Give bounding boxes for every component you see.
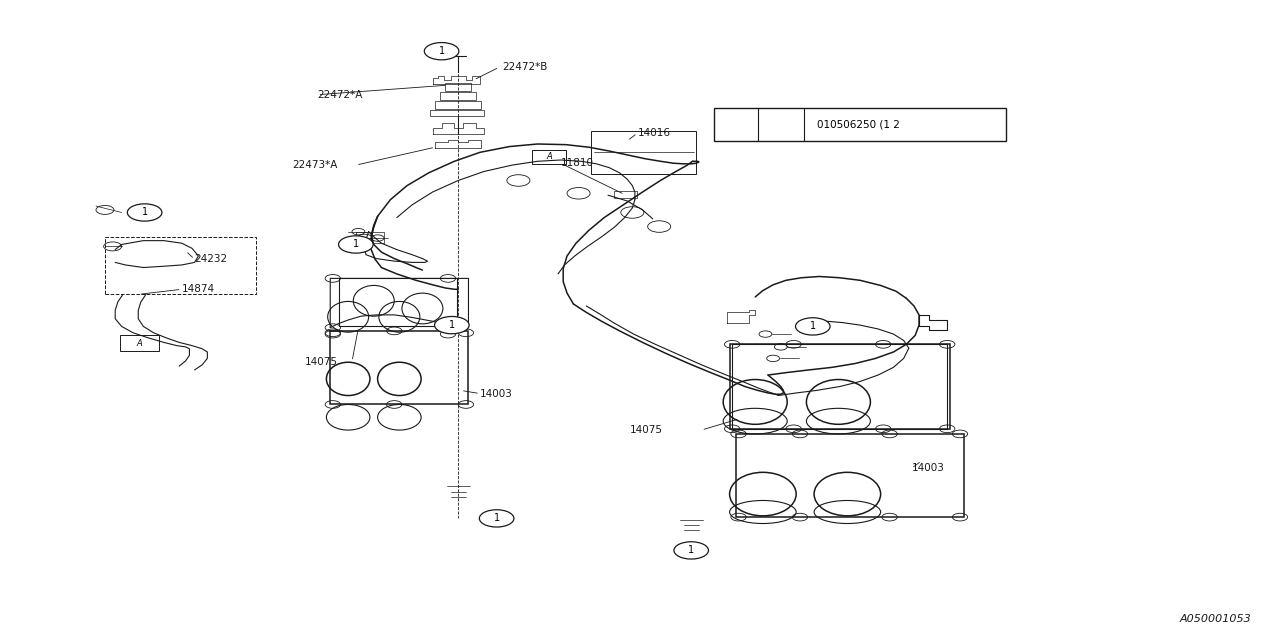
Circle shape — [796, 318, 829, 335]
Circle shape — [128, 204, 163, 221]
Bar — [614, 191, 637, 198]
Circle shape — [719, 116, 753, 132]
Text: 11810: 11810 — [561, 158, 594, 168]
Text: B: B — [777, 119, 785, 129]
Circle shape — [339, 236, 374, 253]
Text: 1: 1 — [449, 320, 454, 330]
Text: 1: 1 — [439, 46, 444, 56]
Text: 1: 1 — [689, 545, 694, 556]
Circle shape — [764, 116, 797, 132]
Text: 1: 1 — [733, 119, 739, 129]
Bar — [430, 110, 484, 116]
Bar — [445, 83, 471, 91]
Text: 14075: 14075 — [630, 425, 663, 435]
Text: 1: 1 — [142, 207, 147, 218]
FancyBboxPatch shape — [714, 108, 1006, 141]
Text: 1: 1 — [810, 321, 815, 332]
Text: A: A — [547, 152, 552, 161]
Text: 14874: 14874 — [182, 284, 215, 294]
Text: 010506250 (1 2: 010506250 (1 2 — [817, 119, 900, 129]
Bar — [440, 92, 476, 100]
Circle shape — [434, 317, 470, 334]
Text: 24232: 24232 — [195, 254, 228, 264]
Text: 22472*B: 22472*B — [502, 62, 547, 72]
Text: 14003: 14003 — [911, 463, 945, 474]
Text: 14016: 14016 — [637, 128, 671, 138]
Text: A050001053: A050001053 — [1180, 614, 1252, 624]
Text: 1: 1 — [353, 239, 358, 250]
Text: A: A — [137, 339, 142, 348]
Circle shape — [675, 541, 709, 559]
Text: 1: 1 — [494, 513, 499, 524]
Circle shape — [424, 42, 460, 60]
Text: 14075: 14075 — [305, 356, 338, 367]
Circle shape — [480, 509, 513, 527]
Text: 22473*A: 22473*A — [292, 160, 337, 170]
Bar — [435, 101, 481, 109]
Text: 22472*A: 22472*A — [317, 90, 362, 100]
Text: 14003: 14003 — [480, 388, 513, 399]
